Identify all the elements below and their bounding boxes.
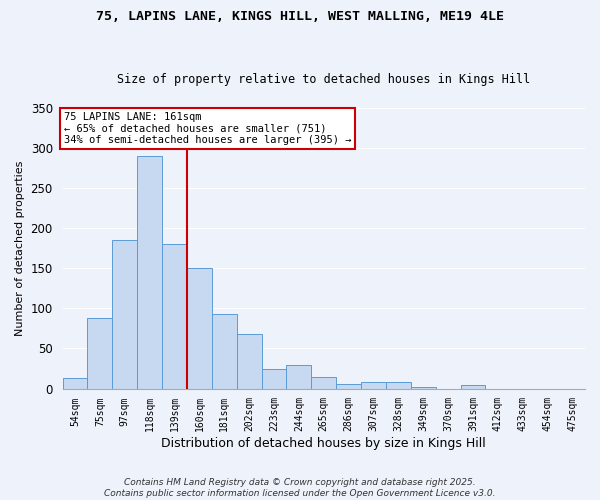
Bar: [311, 378, 336, 388]
Bar: [112, 240, 137, 388]
Bar: [88, 318, 112, 388]
Y-axis label: Number of detached properties: Number of detached properties: [15, 160, 25, 336]
Bar: [461, 384, 485, 388]
Text: 75, LAPINS LANE, KINGS HILL, WEST MALLING, ME19 4LE: 75, LAPINS LANE, KINGS HILL, WEST MALLIN…: [96, 10, 504, 23]
Bar: [262, 368, 286, 388]
Bar: [62, 378, 88, 388]
Bar: [386, 382, 411, 388]
Bar: [162, 244, 187, 388]
Title: Size of property relative to detached houses in Kings Hill: Size of property relative to detached ho…: [117, 73, 530, 86]
Text: Contains HM Land Registry data © Crown copyright and database right 2025.
Contai: Contains HM Land Registry data © Crown c…: [104, 478, 496, 498]
Bar: [286, 364, 311, 388]
Text: 75 LAPINS LANE: 161sqm
← 65% of detached houses are smaller (751)
34% of semi-de: 75 LAPINS LANE: 161sqm ← 65% of detached…: [64, 112, 351, 145]
Bar: [236, 334, 262, 388]
Bar: [336, 384, 361, 388]
Bar: [187, 268, 212, 388]
Bar: [212, 314, 236, 388]
Bar: [137, 156, 162, 388]
Bar: [361, 382, 386, 388]
Bar: [411, 387, 436, 388]
X-axis label: Distribution of detached houses by size in Kings Hill: Distribution of detached houses by size …: [161, 437, 486, 450]
